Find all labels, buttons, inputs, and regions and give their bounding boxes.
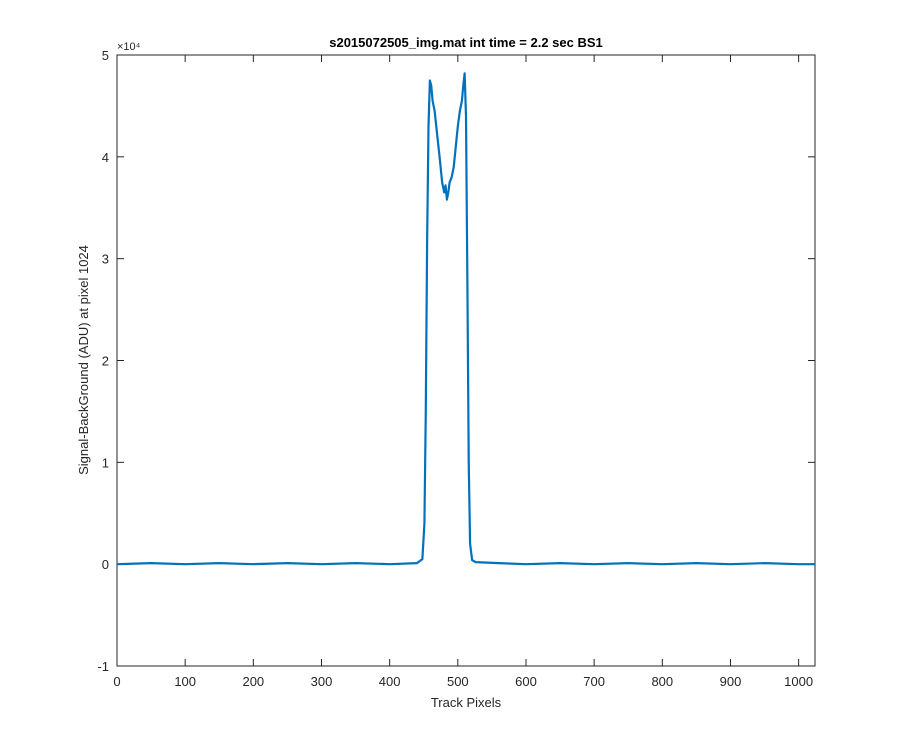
y-axis-label: Signal-BackGround (ADU) at pixel 1024 [76,245,91,475]
x-tick-label: 200 [242,674,264,689]
x-tick-label: 500 [447,674,469,689]
x-tick-label: 800 [651,674,673,689]
y-tick-label: 5 [102,48,109,63]
y-tick-label: 2 [102,354,109,369]
x-axis-label: Track Pixels [431,695,502,710]
y-tick-label: 0 [102,557,109,572]
y-multiplier: ×10⁴ [117,41,141,53]
x-tick-label: 900 [720,674,742,689]
chart-title: s2015072505_img.mat int time = 2.2 sec B… [329,35,603,50]
x-tick-label: 400 [379,674,401,689]
data-line [116,72,815,566]
x-tick-label: 300 [311,674,333,689]
y-tick-label: -1 [97,659,109,674]
x-tick-label: 100 [174,674,196,689]
x-tick-label: 0 [113,674,120,689]
y-tick-label: 1 [102,455,109,470]
x-tick-label: 700 [583,674,605,689]
x-tick-label: 1000 [784,674,813,689]
y-tick-label: 4 [102,150,109,165]
x-tick-label: 600 [515,674,537,689]
y-tick-label: 3 [102,252,109,267]
